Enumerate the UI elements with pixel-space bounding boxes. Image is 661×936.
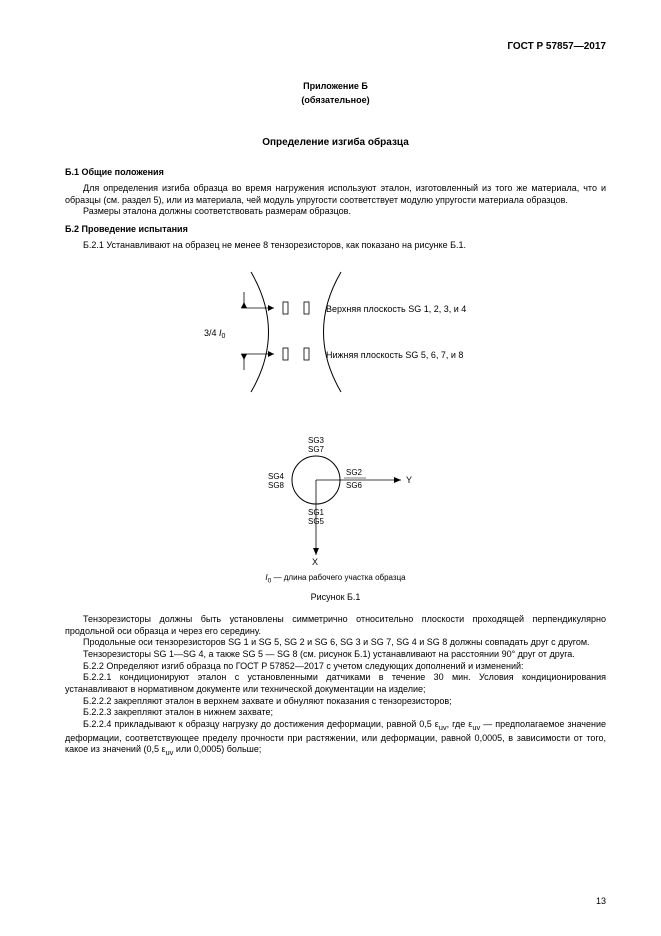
svg-text:SG6: SG6 <box>346 481 363 490</box>
svg-text:SG1: SG1 <box>307 508 324 517</box>
figure-b1-bottom: Y X SG3 SG7 SG4 SG8 SG2 SG6 SG1 SG5 <box>65 415 606 569</box>
paragraph: Размеры эталона должны соответствовать р… <box>65 206 606 218</box>
svg-text:3/4 I0: 3/4 I0 <box>204 328 226 340</box>
svg-text:SG7: SG7 <box>307 445 324 454</box>
section-b1-head: Б.1 Общие положения <box>65 167 606 179</box>
page-title: Определение изгиба образца <box>65 136 606 149</box>
paragraph: Для определения изгиба образца во время … <box>65 183 606 206</box>
paragraph: Б.2.2.3 закрепляют эталон в нижнем захва… <box>65 707 606 719</box>
appendix-sublabel: (обязательное) <box>65 95 606 107</box>
fig1-bot-label: Нижняя плоскость SG 5, 6, 7, и 8 <box>326 350 463 360</box>
svg-text:SG5: SG5 <box>307 517 324 526</box>
paragraph: Б.2.2.2 закрепляют эталон в верхнем захв… <box>65 696 606 708</box>
figure-caption: Рисунок Б.1 <box>65 592 606 604</box>
svg-text:SG4: SG4 <box>267 472 284 481</box>
paragraph: Б.2.1 Устанавливают на образец не менее … <box>65 240 606 252</box>
appendix-label: Приложение Б <box>65 81 606 93</box>
svg-text:Y: Y <box>406 475 412 485</box>
fig1-top-label: Верхняя плоскость SG 1, 2, 3, и 4 <box>326 304 466 314</box>
paragraph: Б.2.2.1 кондиционируют эталон с установл… <box>65 672 606 695</box>
paragraph: Продольные оси тензорезисторов SG 1 и SG… <box>65 637 606 649</box>
paragraph: Тензорезисторы должны быть установлены с… <box>65 614 606 637</box>
doc-id: ГОСТ Р 57857—2017 <box>65 40 606 53</box>
svg-text:X: X <box>312 557 318 565</box>
paragraph: Б.2.2.4 прикладывают к образцу нагрузку … <box>65 719 606 758</box>
paragraph: Б.2.2 Определяют изгиб образца по ГОСТ Р… <box>65 661 606 673</box>
figure-desc: I0 — длина рабочего участка образца <box>65 573 606 586</box>
svg-text:SG3: SG3 <box>307 436 324 445</box>
paragraph: Тензорезисторы SG 1—SG 4, а также SG 5 —… <box>65 649 606 661</box>
svg-text:SG2: SG2 <box>346 468 363 477</box>
page-number: 13 <box>596 896 606 908</box>
section-b2-head: Б.2 Проведение испытания <box>65 224 606 236</box>
figure-b1-top: Верхняя плоскость SG 1, 2, 3, и 4 Нижняя… <box>65 262 606 406</box>
svg-text:SG8: SG8 <box>267 481 284 490</box>
